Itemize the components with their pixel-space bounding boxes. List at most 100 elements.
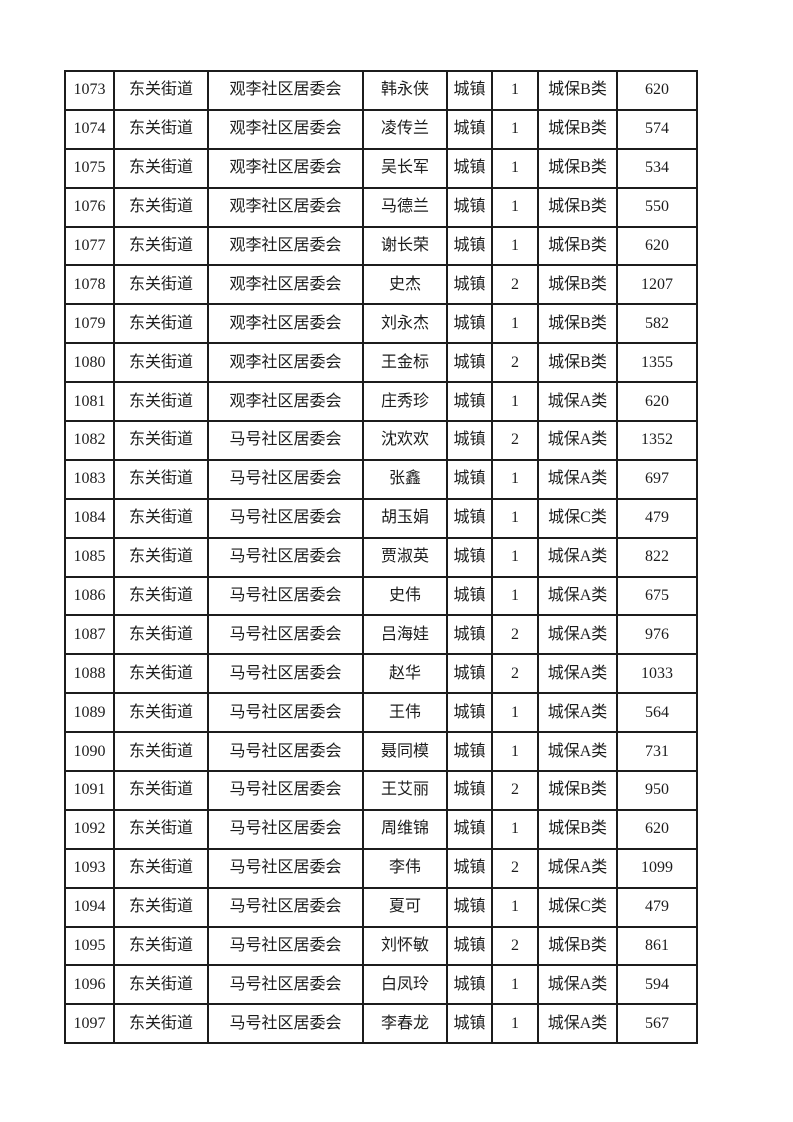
person-count-cell: 2 (491, 925, 539, 967)
street-name-cell: 东关街道 (113, 108, 209, 150)
insurance-category-cell: 城保B类 (537, 770, 618, 811)
amount-cell: 550 (616, 186, 698, 228)
insurance-category-cell: 城保A类 (537, 653, 618, 695)
community-name-cell: 观李社区居委会 (207, 108, 364, 150)
table-row: 1091 东关街道 马号社区居委会 王艾丽 城镇 2 城保B类 950 (64, 770, 698, 811)
person-count-cell: 1 (491, 186, 539, 228)
amount-cell: 479 (616, 497, 698, 539)
household-type-cell: 城镇 (446, 381, 493, 423)
table-row: 1088 东关街道 马号社区居委会 赵华 城镇 2 城保A类 1033 (64, 653, 698, 695)
community-name-cell: 马号社区居委会 (207, 770, 364, 811)
table-row: 1078 东关街道 观李社区居委会 史杰 城镇 2 城保B类 1207 (64, 264, 698, 306)
community-name-cell: 观李社区居委会 (207, 225, 364, 267)
household-type-cell: 城镇 (446, 225, 493, 267)
street-name-cell: 东关街道 (113, 303, 209, 345)
person-count-cell: 2 (491, 420, 539, 461)
insurance-category-cell: 城保B类 (537, 186, 618, 228)
household-type-cell: 城镇 (446, 692, 493, 734)
table-row: 1075 东关街道 观李社区居委会 吴长军 城镇 1 城保B类 534 (64, 147, 698, 189)
insurance-category-cell: 城保B类 (537, 303, 618, 345)
serial-number-cell: 1079 (64, 303, 115, 345)
street-name-cell: 东关街道 (113, 70, 209, 111)
serial-number-cell: 1076 (64, 186, 115, 228)
amount-cell: 1355 (616, 342, 698, 384)
insurance-category-cell: 城保B类 (537, 70, 618, 111)
household-type-cell: 城镇 (446, 731, 493, 773)
person-count-cell: 2 (491, 770, 539, 811)
street-name-cell: 东关街道 (113, 458, 209, 500)
person-count-cell: 1 (491, 575, 539, 617)
serial-number-cell: 1077 (64, 225, 115, 267)
community-name-cell: 观李社区居委会 (207, 381, 364, 423)
person-name-cell: 周维锦 (362, 808, 448, 850)
person-count-cell: 1 (491, 303, 539, 345)
person-count-cell: 1 (491, 147, 539, 189)
serial-number-cell: 1083 (64, 458, 115, 500)
person-name-cell: 韩永侠 (362, 70, 448, 111)
amount-cell: 1099 (616, 847, 698, 889)
amount-cell: 564 (616, 692, 698, 734)
community-name-cell: 马号社区居委会 (207, 614, 364, 656)
community-name-cell: 马号社区居委会 (207, 808, 364, 850)
amount-cell: 861 (616, 925, 698, 967)
table-row: 1089 东关街道 马号社区居委会 王伟 城镇 1 城保A类 564 (64, 692, 698, 734)
insurance-category-cell: 城保B类 (537, 808, 618, 850)
street-name-cell: 东关街道 (113, 147, 209, 189)
insurance-category-cell: 城保A类 (537, 381, 618, 423)
insurance-category-cell: 城保C类 (537, 886, 618, 928)
table-row: 1080 东关街道 观李社区居委会 王金标 城镇 2 城保B类 1355 (64, 342, 698, 384)
serial-number-cell: 1082 (64, 420, 115, 461)
amount-cell: 620 (616, 225, 698, 267)
person-name-cell: 沈欢欢 (362, 420, 448, 461)
table-row: 1084 东关街道 马号社区居委会 胡玉娟 城镇 1 城保C类 479 (64, 497, 698, 539)
community-name-cell: 马号社区居委会 (207, 1003, 364, 1045)
household-type-cell: 城镇 (446, 303, 493, 345)
person-name-cell: 马德兰 (362, 186, 448, 228)
person-name-cell: 刘怀敏 (362, 925, 448, 967)
serial-number-cell: 1073 (64, 70, 115, 111)
serial-number-cell: 1094 (64, 886, 115, 928)
person-name-cell: 贾淑英 (362, 536, 448, 578)
household-type-cell: 城镇 (446, 70, 493, 111)
street-name-cell: 东关街道 (113, 186, 209, 228)
amount-cell: 594 (616, 964, 698, 1006)
person-count-cell: 1 (491, 108, 539, 150)
person-count-cell: 1 (491, 70, 539, 111)
amount-cell: 1352 (616, 420, 698, 461)
insurance-category-cell: 城保A类 (537, 964, 618, 1006)
serial-number-cell: 1084 (64, 497, 115, 539)
serial-number-cell: 1075 (64, 147, 115, 189)
person-name-cell: 王金标 (362, 342, 448, 384)
person-count-cell: 2 (491, 653, 539, 695)
street-name-cell: 东关街道 (113, 770, 209, 811)
person-name-cell: 谢长荣 (362, 225, 448, 267)
household-type-cell: 城镇 (446, 458, 493, 500)
community-name-cell: 马号社区居委会 (207, 692, 364, 734)
person-name-cell: 胡玉娟 (362, 497, 448, 539)
community-name-cell: 马号社区居委会 (207, 964, 364, 1006)
street-name-cell: 东关街道 (113, 497, 209, 539)
street-name-cell: 东关街道 (113, 381, 209, 423)
insurance-category-cell: 城保A类 (537, 420, 618, 461)
community-name-cell: 马号社区居委会 (207, 536, 364, 578)
amount-cell: 534 (616, 147, 698, 189)
table-row: 1083 东关街道 马号社区居委会 张鑫 城镇 1 城保A类 697 (64, 458, 698, 500)
person-count-cell: 1 (491, 497, 539, 539)
table-row: 1090 东关街道 马号社区居委会 聂同模 城镇 1 城保A类 731 (64, 731, 698, 773)
table-row: 1077 东关街道 观李社区居委会 谢长荣 城镇 1 城保B类 620 (64, 225, 698, 267)
table-row: 1073 东关街道 观李社区居委会 韩永侠 城镇 1 城保B类 620 (64, 70, 698, 111)
street-name-cell: 东关街道 (113, 264, 209, 306)
serial-number-cell: 1095 (64, 925, 115, 967)
table-row: 1096 东关街道 马号社区居委会 白凤玲 城镇 1 城保A类 594 (64, 964, 698, 1006)
person-name-cell: 史杰 (362, 264, 448, 306)
insurance-category-cell: 城保A类 (537, 614, 618, 656)
community-name-cell: 马号社区居委会 (207, 847, 364, 889)
serial-number-cell: 1093 (64, 847, 115, 889)
insurance-category-cell: 城保A类 (537, 692, 618, 734)
table-row: 1076 东关街道 观李社区居委会 马德兰 城镇 1 城保B类 550 (64, 186, 698, 228)
community-name-cell: 马号社区居委会 (207, 886, 364, 928)
amount-cell: 620 (616, 70, 698, 111)
person-name-cell: 李春龙 (362, 1003, 448, 1045)
street-name-cell: 东关街道 (113, 342, 209, 384)
person-name-cell: 赵华 (362, 653, 448, 695)
